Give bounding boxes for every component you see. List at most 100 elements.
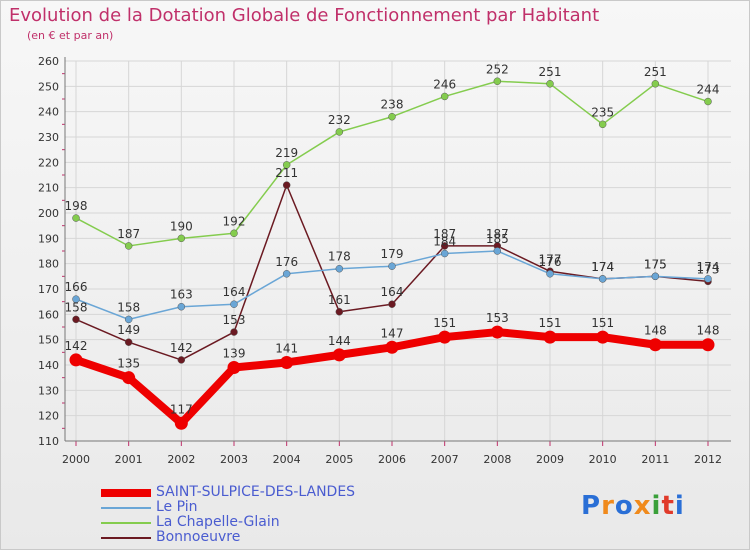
- data-point-le-pin: [230, 300, 238, 308]
- legend-swatch: [101, 489, 151, 497]
- data-point-la-chapelle-glain: [704, 97, 712, 106]
- data-label-la-chapelle-glain: 198: [65, 199, 88, 213]
- data-label-la-chapelle-glain: 190: [170, 219, 193, 233]
- y-tick-label: 250: [38, 80, 59, 93]
- data-label-bonnoeuvre: 173: [697, 262, 720, 276]
- data-label-bonnoeuvre: 211: [275, 166, 298, 180]
- data-label-saint-sulpice-des-landes: 135: [117, 357, 140, 371]
- x-tick-label: 2012: [694, 453, 722, 466]
- data-point-la-chapelle-glain: [282, 161, 291, 169]
- legend-label: Bonnoeuvre: [156, 529, 241, 545]
- data-point-saint-sulpice-des-landes: [701, 338, 715, 352]
- x-tick-label: 2008: [483, 453, 511, 466]
- data-label-la-chapelle-glain: 251: [644, 65, 667, 79]
- y-tick-label: 120: [38, 410, 59, 423]
- data-label-le-pin: 178: [328, 250, 351, 264]
- data-point-la-chapelle-glain: [651, 80, 660, 88]
- data-point-saint-sulpice-des-landes: [438, 330, 452, 344]
- data-point-la-chapelle-glain: [124, 242, 133, 250]
- legend-swatch: [101, 507, 151, 509]
- data-label-le-pin: 175: [644, 257, 667, 271]
- data-point-le-pin: [124, 315, 133, 324]
- y-tick-label: 190: [38, 232, 59, 245]
- data-point-le-pin: [651, 272, 660, 281]
- data-point-le-pin: [335, 264, 344, 273]
- data-label-bonnoeuvre: 187: [433, 227, 456, 241]
- x-tick-label: 2003: [220, 453, 248, 466]
- data-point-saint-sulpice-des-landes: [280, 355, 294, 369]
- data-label-saint-sulpice-des-landes: 151: [539, 316, 562, 330]
- x-tick-label: 2005: [325, 453, 353, 466]
- data-label-saint-sulpice-des-landes: 148: [644, 324, 667, 338]
- axes: 110 120 130 140 150 160 170 180 190 200 210 220 230 2…: [38, 55, 731, 466]
- data-label-la-chapelle-glain: 187: [117, 227, 140, 241]
- legend-label: La Chapelle-Glain: [156, 514, 280, 530]
- x-tick-label: 2002: [167, 453, 195, 466]
- data-point-bonnoeuvre: [388, 300, 396, 308]
- data-point-la-chapelle-glain: [177, 234, 186, 243]
- x-tick-label: 2009: [536, 453, 564, 466]
- x-tick-label: 2007: [431, 453, 459, 466]
- data-point-la-chapelle-glain: [230, 229, 238, 238]
- data-point-la-chapelle-glain: [388, 112, 396, 121]
- data-point-le-pin: [546, 270, 554, 278]
- data-point-bonnoeuvre: [72, 315, 80, 324]
- y-tick-label: 150: [38, 334, 59, 347]
- data-point-saint-sulpice-des-landes: [648, 338, 662, 352]
- data-label-saint-sulpice-des-landes: 141: [275, 341, 298, 355]
- proxiti-logo: Proxiti: [581, 491, 685, 521]
- x-tick-label: 2006: [378, 453, 406, 466]
- data-label-saint-sulpice-des-landes: 139: [223, 347, 246, 361]
- logo-letter: x: [633, 491, 652, 521]
- data-label-bonnoeuvre: 187: [486, 227, 509, 241]
- data-label-bonnoeuvre: 177: [539, 252, 562, 266]
- data-point-saint-sulpice-des-landes: [227, 361, 241, 375]
- data-point-le-pin: [72, 295, 80, 303]
- data-point-saint-sulpice-des-landes: [69, 353, 83, 367]
- chart-subtitle: (en € et par an): [27, 29, 114, 42]
- legend-label: Le Pin: [156, 499, 198, 515]
- data-label-saint-sulpice-des-landes: 144: [328, 334, 351, 348]
- data-label-le-pin: 174: [697, 260, 720, 274]
- chart-title: Evolution de la Dotation Globale de Fonc…: [9, 5, 600, 26]
- data-label-la-chapelle-glain: 246: [433, 77, 456, 91]
- data-point-saint-sulpice-des-landes: [122, 371, 136, 385]
- data-point-la-chapelle-glain: [493, 77, 502, 86]
- data-point-bonnoeuvre: [282, 181, 291, 189]
- data-label-la-chapelle-glain: 252: [486, 62, 509, 76]
- logo-letter: t: [661, 491, 675, 521]
- data-point-le-pin: [388, 262, 396, 270]
- data-point-le-pin: [282, 270, 291, 278]
- data-point-bonnoeuvre: [230, 328, 238, 336]
- logo-letter: o: [614, 491, 634, 521]
- y-tick-label: 260: [38, 55, 59, 68]
- data-label-le-pin: 166: [65, 280, 88, 294]
- data-point-saint-sulpice-des-landes: [596, 330, 610, 344]
- series: [69, 77, 715, 430]
- data-label-le-pin: 164: [223, 285, 246, 299]
- y-tick-label: 210: [38, 182, 59, 195]
- data-label-bonnoeuvre: 164: [381, 285, 404, 299]
- y-tick-label: 110: [38, 435, 59, 448]
- data-point-saint-sulpice-des-landes: [332, 348, 346, 362]
- data-point-saint-sulpice-des-landes: [543, 330, 557, 344]
- logo-letter: r: [601, 491, 615, 521]
- data-point-saint-sulpice-des-landes: [385, 340, 399, 354]
- data-point-le-pin: [493, 247, 502, 255]
- y-tick-label: 170: [38, 283, 59, 296]
- y-tick-label: 240: [38, 106, 59, 119]
- data-label-la-chapelle-glain: 251: [539, 65, 562, 79]
- grid: [65, 60, 731, 442]
- data-label-bonnoeuvre: 161: [328, 293, 351, 307]
- data-label-saint-sulpice-des-landes: 151: [433, 316, 456, 330]
- data-label-le-pin: 158: [117, 300, 140, 314]
- data-label-la-chapelle-glain: 238: [381, 98, 404, 112]
- data-label-la-chapelle-glain: 235: [591, 105, 614, 119]
- x-tick-label: 2010: [589, 453, 617, 466]
- y-tick-label: 160: [38, 308, 59, 321]
- data-label-saint-sulpice-des-landes: 151: [591, 316, 614, 330]
- data-label-bonnoeuvre: 149: [117, 323, 140, 337]
- y-tick-label: 140: [38, 359, 59, 372]
